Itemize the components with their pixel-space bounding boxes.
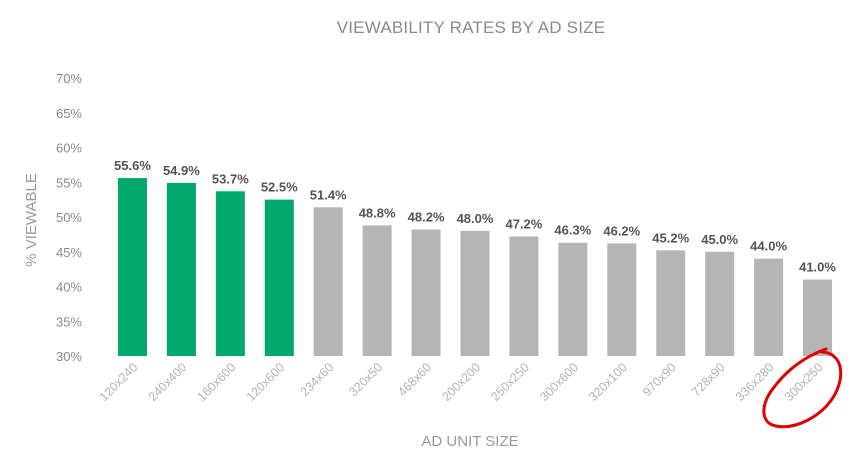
- bar-728x90: [705, 251, 735, 356]
- data-label-120x240: 55.6%: [114, 158, 151, 173]
- bar-468x60: [411, 229, 441, 356]
- y-axis-ticks: 30% 35% 40% 45% 50% 55% 60% 65% 70%: [56, 71, 82, 364]
- y-tick-label: 65%: [56, 106, 82, 121]
- data-label-120x600: 52.5%: [261, 180, 298, 195]
- bar-250x250: [509, 236, 539, 356]
- bar-320x100: [607, 243, 637, 356]
- x-tick-label-336x280: 336x280: [733, 360, 777, 404]
- data-label-160x600: 53.7%: [212, 171, 249, 186]
- y-tick-label: 30%: [56, 349, 82, 364]
- y-tick-label: 70%: [56, 71, 82, 86]
- data-label-320x100: 46.2%: [603, 223, 640, 238]
- x-tick-label-320x100: 320x100: [586, 360, 630, 404]
- data-label-320x50: 48.8%: [359, 205, 396, 220]
- bar-300x250: [803, 279, 833, 356]
- data-label-250x250: 47.2%: [505, 216, 542, 231]
- data-label-728x90: 45.0%: [701, 232, 738, 247]
- data-label-300x600: 46.3%: [554, 223, 591, 238]
- bar-970x90: [656, 250, 686, 356]
- chart-title: VIEWABILITY RATES BY AD SIZE: [337, 18, 606, 37]
- y-tick-label: 35%: [56, 314, 82, 329]
- x-tick-label-250x250: 250x250: [488, 360, 532, 404]
- bar-300x600: [558, 242, 588, 356]
- bar-320x50: [362, 225, 392, 356]
- x-tick-label-970x90: 970x90: [640, 360, 679, 399]
- bar-240x400: [166, 182, 196, 356]
- x-tick-label-234x60: 234x60: [297, 360, 336, 399]
- data-label-200x200: 48.0%: [457, 211, 494, 226]
- bars-group: [117, 178, 833, 356]
- x-tick-label-240x400: 240x400: [146, 360, 190, 404]
- y-tick-label: 55%: [56, 175, 82, 190]
- y-tick-label: 45%: [56, 245, 82, 260]
- x-axis-title: AD UNIT SIZE: [421, 433, 518, 450]
- x-tick-label-300x600: 300x600: [537, 360, 581, 404]
- data-label-336x280: 44.0%: [750, 239, 787, 254]
- bar-336x280: [754, 258, 784, 356]
- data-labels-group: 55.6% 54.9% 53.7% 52.5% 51.4% 48.8% 48.2% 48.0%…: [114, 158, 836, 274]
- x-tick-label-468x60: 468x60: [395, 360, 434, 399]
- x-axis-ticks: 120x240 240x400 160x600 120x600 234x60 320x50…: [97, 360, 826, 404]
- y-tick-label: 60%: [56, 141, 82, 156]
- bar-234x60: [313, 207, 343, 356]
- data-label-240x400: 54.9%: [163, 163, 200, 178]
- data-label-468x60: 48.2%: [408, 210, 445, 225]
- bar-120x600: [264, 199, 294, 356]
- y-tick-label: 50%: [56, 210, 82, 225]
- x-tick-label-160x600: 160x600: [195, 360, 239, 404]
- bar-120x240: [117, 178, 147, 356]
- x-tick-label-300x250: 300x250: [782, 360, 826, 404]
- x-tick-label-120x240: 120x240: [97, 360, 141, 404]
- x-tick-label-200x200: 200x200: [439, 360, 483, 404]
- x-tick-label-320x50: 320x50: [346, 360, 385, 399]
- bar-160x600: [215, 191, 245, 356]
- y-tick-label: 40%: [56, 280, 82, 295]
- x-tick-label-728x90: 728x90: [689, 360, 728, 399]
- bar-200x200: [460, 230, 490, 356]
- annotation-circle: [762, 347, 843, 429]
- data-label-234x60: 51.4%: [310, 187, 347, 202]
- data-label-300x250: 41.0%: [799, 260, 836, 275]
- y-axis-title: % VIEWABLE: [23, 173, 40, 267]
- data-label-970x90: 45.2%: [652, 230, 689, 245]
- x-tick-label-120x600: 120x600: [244, 360, 288, 404]
